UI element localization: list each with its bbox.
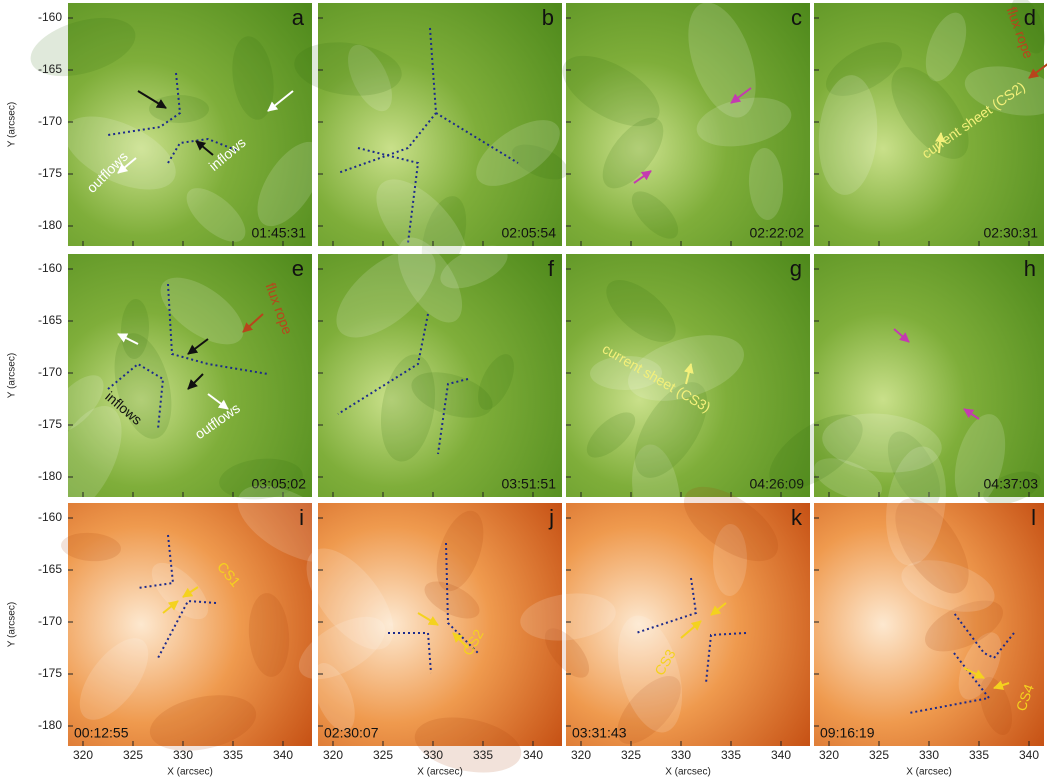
x-tick-label: 340 [1019,748,1039,762]
y-tick-label: -180 [38,718,62,732]
panel-letter: f [548,256,555,281]
y-tick-label: -165 [38,562,62,576]
y-tick-label: -175 [38,666,62,680]
x-tick-label: 330 [173,748,193,762]
timestamp: 02:30:31 [984,225,1039,241]
panel-letter: c [791,5,802,30]
x-tick-label: 335 [473,748,493,762]
y-tick-label: -160 [38,510,62,524]
x-tick-label: 335 [223,748,243,762]
x-axis-label: X (arcsec) [417,767,463,778]
panel-letter: g [790,256,802,281]
y-tick-label: -175 [38,417,62,431]
x-tick-label: 320 [819,748,839,762]
y-axis-label: Y (arcsec) [7,353,18,398]
y-axis-label: Y (arcsec) [7,102,18,147]
timestamp: 02:05:54 [502,225,557,241]
x-tick-label: 325 [869,748,889,762]
timestamp: 02:22:02 [750,225,805,241]
x-tick-label: 330 [423,748,443,762]
panel-letter: h [1024,256,1036,281]
timestamp: 03:51:51 [502,476,557,492]
y-tick-label: -160 [38,261,62,275]
y-tick-label: -170 [38,365,62,379]
x-tick-label: 325 [373,748,393,762]
x-tick-label: 325 [621,748,641,762]
x-axis-label: X (arcsec) [906,767,952,778]
panel-letter: a [292,5,305,30]
timestamp: 03:31:43 [572,725,627,741]
y-tick-label: -165 [38,62,62,76]
panel: f 03:51:51 [318,227,562,497]
x-axis-label: X (arcsec) [167,767,213,778]
y-axis-label: Y (arcsec) [7,602,18,647]
y-tick-label: -165 [38,313,62,327]
y-tick-label: -180 [38,469,62,483]
panel-letter: b [542,5,554,30]
x-tick-label: 340 [273,748,293,762]
x-tick-label: 335 [969,748,989,762]
x-tick-label: 330 [671,748,691,762]
x-tick-label: 340 [771,748,791,762]
timestamp: 01:45:31 [252,225,307,241]
panel-letter: i [299,505,304,530]
y-tick-label: -170 [38,114,62,128]
x-tick-label: 320 [73,748,93,762]
timestamp: 02:30:07 [324,725,379,741]
timestamp: 09:16:19 [820,725,875,741]
panel: i00:12:55CS1 [60,470,358,760]
timestamp: 04:37:03 [984,476,1039,492]
panel: c 02:22:02 [551,0,810,246]
x-tick-label: 330 [919,748,939,762]
x-tick-label: 320 [323,748,343,762]
x-tick-label: 340 [523,748,543,762]
figure: a01:45:31outflowsinflowsb02:05:54c02:22:… [0,0,1047,780]
panel-letter: l [1031,505,1036,530]
y-tick-label: -180 [38,218,62,232]
y-tick-label: -170 [38,614,62,628]
x-tick-label: 320 [571,748,591,762]
panel: a01:45:31outflowsinflows [24,3,336,251]
x-tick-label: 335 [721,748,741,762]
timestamp: 00:12:55 [74,725,129,741]
x-axis-label: X (arcsec) [665,767,711,778]
panel-letter: j [548,505,554,530]
panel-letter: e [292,256,304,281]
y-tick-label: -160 [38,10,62,24]
y-tick-label: -175 [38,166,62,180]
x-tick-label: 325 [123,748,143,762]
panel-letter: k [791,505,803,530]
